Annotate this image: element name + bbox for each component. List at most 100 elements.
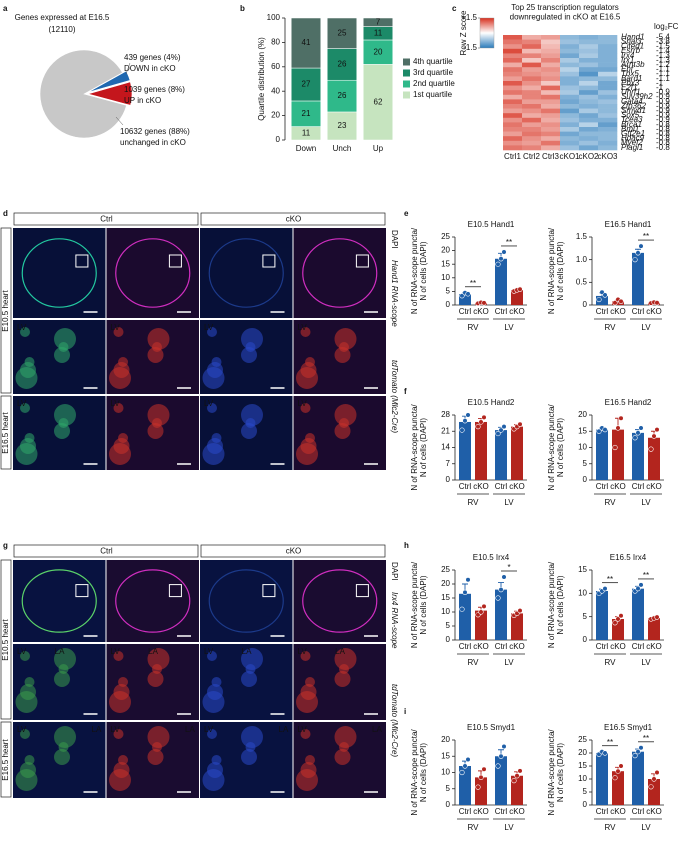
tissue-blob: [334, 648, 357, 670]
column-header: Ctrl: [100, 547, 113, 556]
segment-label: 21: [302, 109, 311, 118]
panel-label: a: [3, 4, 8, 13]
tissue-blob: [207, 684, 223, 700]
segment-label: 11: [302, 128, 311, 137]
data-point: [475, 784, 481, 790]
gene-label: Tbx5: [621, 69, 639, 78]
significance: **: [643, 232, 649, 241]
heatmap-cell: [560, 127, 580, 132]
column-label: cKO3: [597, 152, 618, 161]
bar: [459, 593, 471, 640]
segment-label: 7: [376, 17, 381, 26]
tile-label: LA: [185, 725, 195, 734]
tissue-outline: [115, 238, 191, 308]
heatmap-title: Top 25 transcription regulators: [511, 3, 619, 12]
heatmap-cell: [541, 85, 561, 91]
group-label: LV: [641, 823, 651, 832]
x-tick-label: Ctrl: [632, 307, 645, 316]
tile-label: LV: [17, 647, 27, 656]
data-point: [638, 243, 644, 249]
heatmap-cell: [598, 145, 618, 151]
gene-label: Plagl1: [621, 143, 643, 152]
heatmap-cell: [579, 113, 599, 119]
image-tile: [200, 560, 293, 642]
bar: [511, 613, 523, 640]
tissue-blob: [207, 729, 217, 739]
tissue-blob: [54, 671, 70, 687]
gene-label: Irx4: [621, 51, 635, 60]
row-label: E16.5 heart: [1, 412, 10, 454]
tissue-blob: [305, 433, 315, 443]
heatmap-cell: [522, 113, 542, 119]
heatmap-cell: [598, 67, 618, 73]
heatmap-cell: [541, 90, 561, 96]
column-header: cKO: [286, 215, 302, 224]
pie-title: Genes expressed at E16.5: [15, 13, 110, 22]
column-header: cKO: [286, 547, 302, 556]
bar: [459, 766, 471, 805]
heatmap-cell: [579, 140, 599, 146]
heatmap-cell: [560, 76, 580, 82]
data-point: [596, 428, 602, 434]
chart-title: E10.5 Hand2: [468, 398, 515, 407]
data-point: [635, 250, 641, 256]
data-point: [638, 582, 644, 588]
legend-label: 4th quartile: [413, 57, 453, 66]
zoom-box: [168, 254, 182, 268]
segment-label: 20: [374, 47, 383, 56]
heatmap-cell: [560, 140, 580, 146]
data-point: [478, 774, 484, 780]
tissue-outline: [115, 569, 191, 633]
y-tick-label: 60: [271, 62, 280, 71]
heatmap-cell: [541, 39, 561, 45]
data-point: [501, 424, 507, 430]
bar: [632, 252, 644, 305]
legend-swatch: [403, 58, 410, 66]
y-axis-label: N of RNA-scope puncta/: [410, 404, 419, 491]
bar: [632, 432, 644, 480]
tissue-outline: [302, 238, 378, 308]
heatmap-cell: [503, 127, 523, 132]
data-point: [654, 769, 660, 776]
data-point: [638, 425, 644, 431]
heatmap-cell: [598, 39, 618, 45]
tissue-blob: [211, 677, 222, 687]
tissue-blob: [334, 671, 351, 687]
x-tick-label: cKO: [646, 307, 662, 316]
tissue-blob: [54, 328, 76, 350]
heatmap-cell: [560, 58, 580, 63]
tile-label: LA: [242, 647, 252, 656]
heatmap-cell: [579, 94, 599, 100]
data-point: [465, 577, 471, 583]
row-label: E16.5 heart: [1, 739, 10, 781]
tissue-blob: [241, 328, 263, 350]
fc-value: -0.8: [656, 143, 670, 152]
tissue-outline: [302, 569, 378, 633]
tile-label: LV: [111, 323, 121, 332]
y-tick-label: 80: [271, 38, 280, 47]
heatmap-cell: [598, 90, 618, 96]
heatmap-cell: [579, 53, 599, 59]
pie-category-label: UP in cKO: [124, 96, 161, 105]
tissue-blob: [118, 357, 128, 367]
heatmap-cell: [522, 76, 542, 82]
heatmap-cell: [541, 108, 561, 114]
heatmap-cell: [579, 85, 599, 91]
heatmap-cell: [598, 58, 618, 63]
channel-label: DAPI: [390, 562, 399, 581]
y-tick-label: 7: [446, 459, 451, 468]
heatmap-cell: [503, 35, 523, 40]
leader-line: [115, 116, 124, 126]
heatmap-cell: [598, 48, 618, 54]
leader-line: [125, 62, 131, 75]
fc-value: -0.8: [656, 120, 670, 129]
significance: **: [643, 571, 649, 580]
y-tick-label: 25: [441, 565, 450, 574]
row-label: E10.5 heart: [1, 290, 10, 332]
tissue-outline: [21, 238, 97, 308]
data-point: [638, 745, 644, 751]
gene-label: Brca1: [621, 120, 642, 129]
data-point: [602, 292, 608, 298]
panel-label: i: [404, 707, 406, 716]
tissue-blob: [118, 433, 128, 443]
